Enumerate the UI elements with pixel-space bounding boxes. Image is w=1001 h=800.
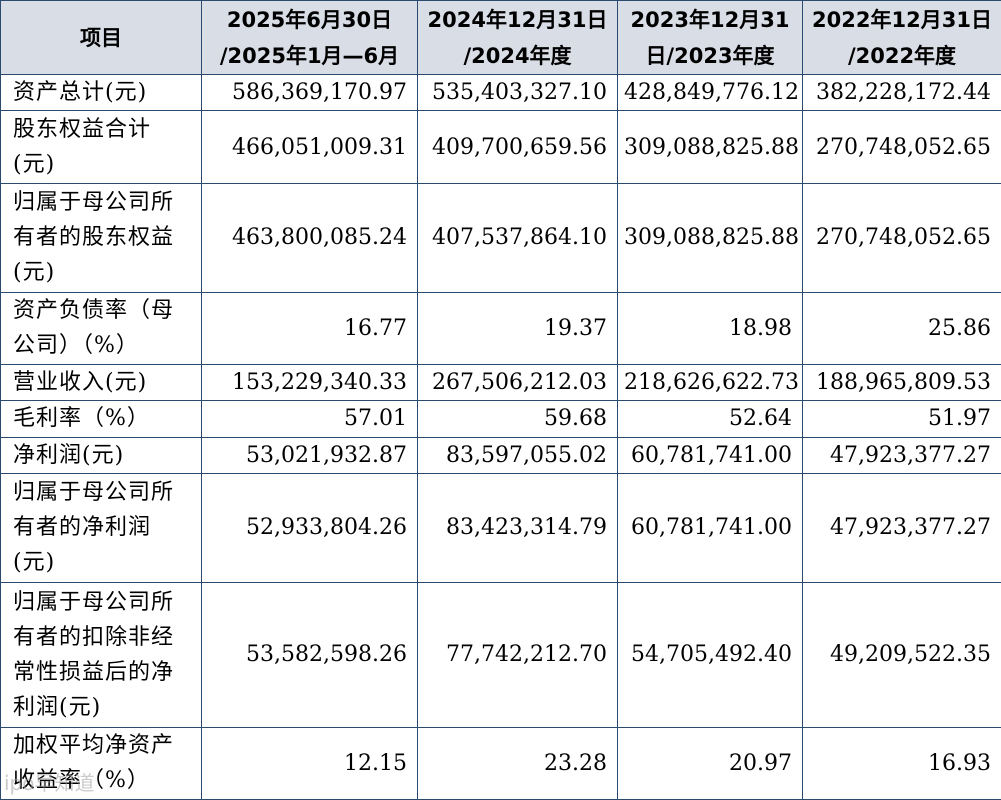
value-cell: 428,849,776.12 [617,73,803,112]
table-row: 营业收入(元) 153,229,340.33 267,506,212.03 218,6… [0,363,1001,402]
row-label-line: 加权平均净资产 [13,733,175,759]
table-row: 归属于母公司所 有者的股东权益 (元) 463,800,085.24 407,537,8… [0,182,1001,293]
row-label-line: 收益率（%） [13,768,150,794]
value-cell: 59.68 [417,400,618,438]
row-label: 归属于母公司所 有者的股东权益 (元) [0,182,202,293]
value-cell: 270,748,052.65 [802,182,1001,293]
table-row: 净利润(元) 53,021,932.87 83,597,055.02 60,781,7… [0,436,1001,474]
value-cell: 535,403,327.10 [417,73,618,112]
value-cell: 218,626,622.73 [617,363,803,402]
row-label-line: (元) [13,550,56,576]
header-item-label: 项目 [80,25,122,50]
value-cell: 25.86 [802,291,1001,365]
row-label: 营业收入(元) [0,363,202,402]
table-row: 股东权益合计 (元) 466,051,009.31 409,700,659.56 309… [0,110,1001,184]
header-line: /2024年度 [463,43,572,68]
row-label-line: 资产负债率（母 [13,298,175,324]
value-cell: 586,369,170.97 [201,73,418,112]
value-cell: 60,781,741.00 [617,472,803,583]
row-label: 资产负债率（母 公司）（%） [0,291,202,365]
table-row: 毛利率（%） 57.01 59.68 52.64 51.97 [0,400,1001,438]
value-cell: 309,088,825.88 [617,182,803,293]
header-2023: 2023年12月31 日/2023年度 [617,0,803,75]
header-line: 2023年12月31 [630,7,790,32]
table-row: 资产总计(元) 586,369,170.97 535,403,327.10 428,8… [0,73,1001,112]
value-cell: 409,700,659.56 [417,110,618,184]
row-label-line: 毛利率（%） [13,406,150,432]
header-line: /2022年度 [847,43,957,68]
row-label-line: (元) [13,152,56,177]
row-label-line: 有者的净利润 [13,515,152,541]
value-cell: 466,051,009.31 [201,110,418,184]
header-2024: 2024年12月31日 /2024年度 [417,0,618,75]
row-label-line: 有者的股东权益 [13,225,175,251]
row-label: 归属于母公司所 有者的净利润 (元) [0,472,202,583]
value-cell: 57.01 [201,400,418,438]
value-cell: 83,423,314.79 [417,472,618,583]
header-2025h1: 2025年6月30日 /2025年1月—6月 [201,0,418,75]
value-cell: 267,506,212.03 [417,363,618,402]
table-row: 归属于母公司所 有者的净利润 (元) 52,933,804.26 83,423,314.… [0,472,1001,583]
row-label-line: 有者的扣除非经 [13,624,175,650]
header-line: 日/2023年度 [645,43,775,68]
value-cell: 53,021,932.87 [201,436,418,474]
header-line: 2022年12月31日 [812,7,992,32]
row-label-line: (元) [13,260,56,286]
value-cell: 83,597,055.02 [417,436,618,474]
value-cell: 47,923,377.27 [802,436,1001,474]
value-cell: 52,933,804.26 [201,472,418,583]
row-label-line: 资产总计(元) [13,80,148,106]
row-label: 归属于母公司所 有者的扣除非经 常性损益后的净 利润(元) [0,581,202,728]
table-row: 归属于母公司所 有者的扣除非经 常性损益后的净 利润(元) 53,582,598.26 7… [0,581,1001,728]
header-row: 项目 2025年6月30日 /2025年1月—6月 2024年12月31日 /2… [0,0,1001,75]
value-cell: 18.98 [617,291,803,365]
value-cell: 270,748,052.65 [802,110,1001,184]
value-cell: 47,923,377.27 [802,472,1001,583]
value-cell: 16.77 [201,291,418,365]
header-line: 2024年12月31日 [427,7,608,32]
row-label-line: 公司）（%） [13,333,139,359]
value-cell: 16.93 [802,726,1001,800]
value-cell: 153,229,340.33 [201,363,418,402]
value-cell: 52.64 [617,400,803,438]
header-item: 项目 [0,0,202,75]
value-cell: 53,582,598.26 [201,581,418,728]
row-label-line: 常性损益后的净 [13,659,175,685]
value-cell: 60,781,741.00 [617,436,803,474]
value-cell: 20.97 [617,726,803,800]
row-label-line: 归属于母公司所 [13,480,175,506]
value-cell: 12.15 [201,726,418,800]
value-cell: 463,800,085.24 [201,182,418,293]
value-cell: 309,088,825.88 [617,110,803,184]
row-label-line: 归属于母公司所 [13,589,175,615]
row-label: 股东权益合计 (元) [0,110,202,184]
value-cell: 51.97 [802,400,1001,438]
row-label: 加权平均净资产 收益率（%） [0,726,202,800]
value-cell: 77,742,212.70 [417,581,618,728]
row-label: 毛利率（%） [0,400,202,438]
row-label: 资产总计(元) [0,73,202,112]
value-cell: 382,228,172.44 [802,73,1001,112]
value-cell: 54,705,492.40 [617,581,803,728]
row-label-line: 营业收入(元) [13,370,148,396]
value-cell: 19.37 [417,291,618,365]
value-cell: 188,965,809.53 [802,363,1001,402]
value-cell: 49,209,522.35 [802,581,1001,728]
row-label-line: 归属于母公司所 [13,190,175,216]
row-label: 净利润(元) [0,436,202,474]
value-cell: 407,537,864.10 [417,182,618,293]
header-2022: 2022年12月31日 /2022年度 [802,0,1001,75]
value-cell: 23.28 [417,726,618,800]
row-label-line: 净利润(元) [13,442,125,468]
header-line: /2025年1月—6月 [219,43,400,68]
row-label-line: 利润(元) [13,694,102,720]
table-body: 资产总计(元) 586,369,170.97 535,403,327.10 428,8… [0,73,1001,800]
table-row: 加权平均净资产 收益率（%） 12.15 23.28 20.97 16.93 [0,726,1001,800]
header-line: 2025年6月30日 [226,7,393,32]
row-label-line: 股东权益合计 [13,117,152,142]
table-row: 资产负债率（母 公司）（%） 16.77 19.37 18.98 25.86 [0,291,1001,365]
